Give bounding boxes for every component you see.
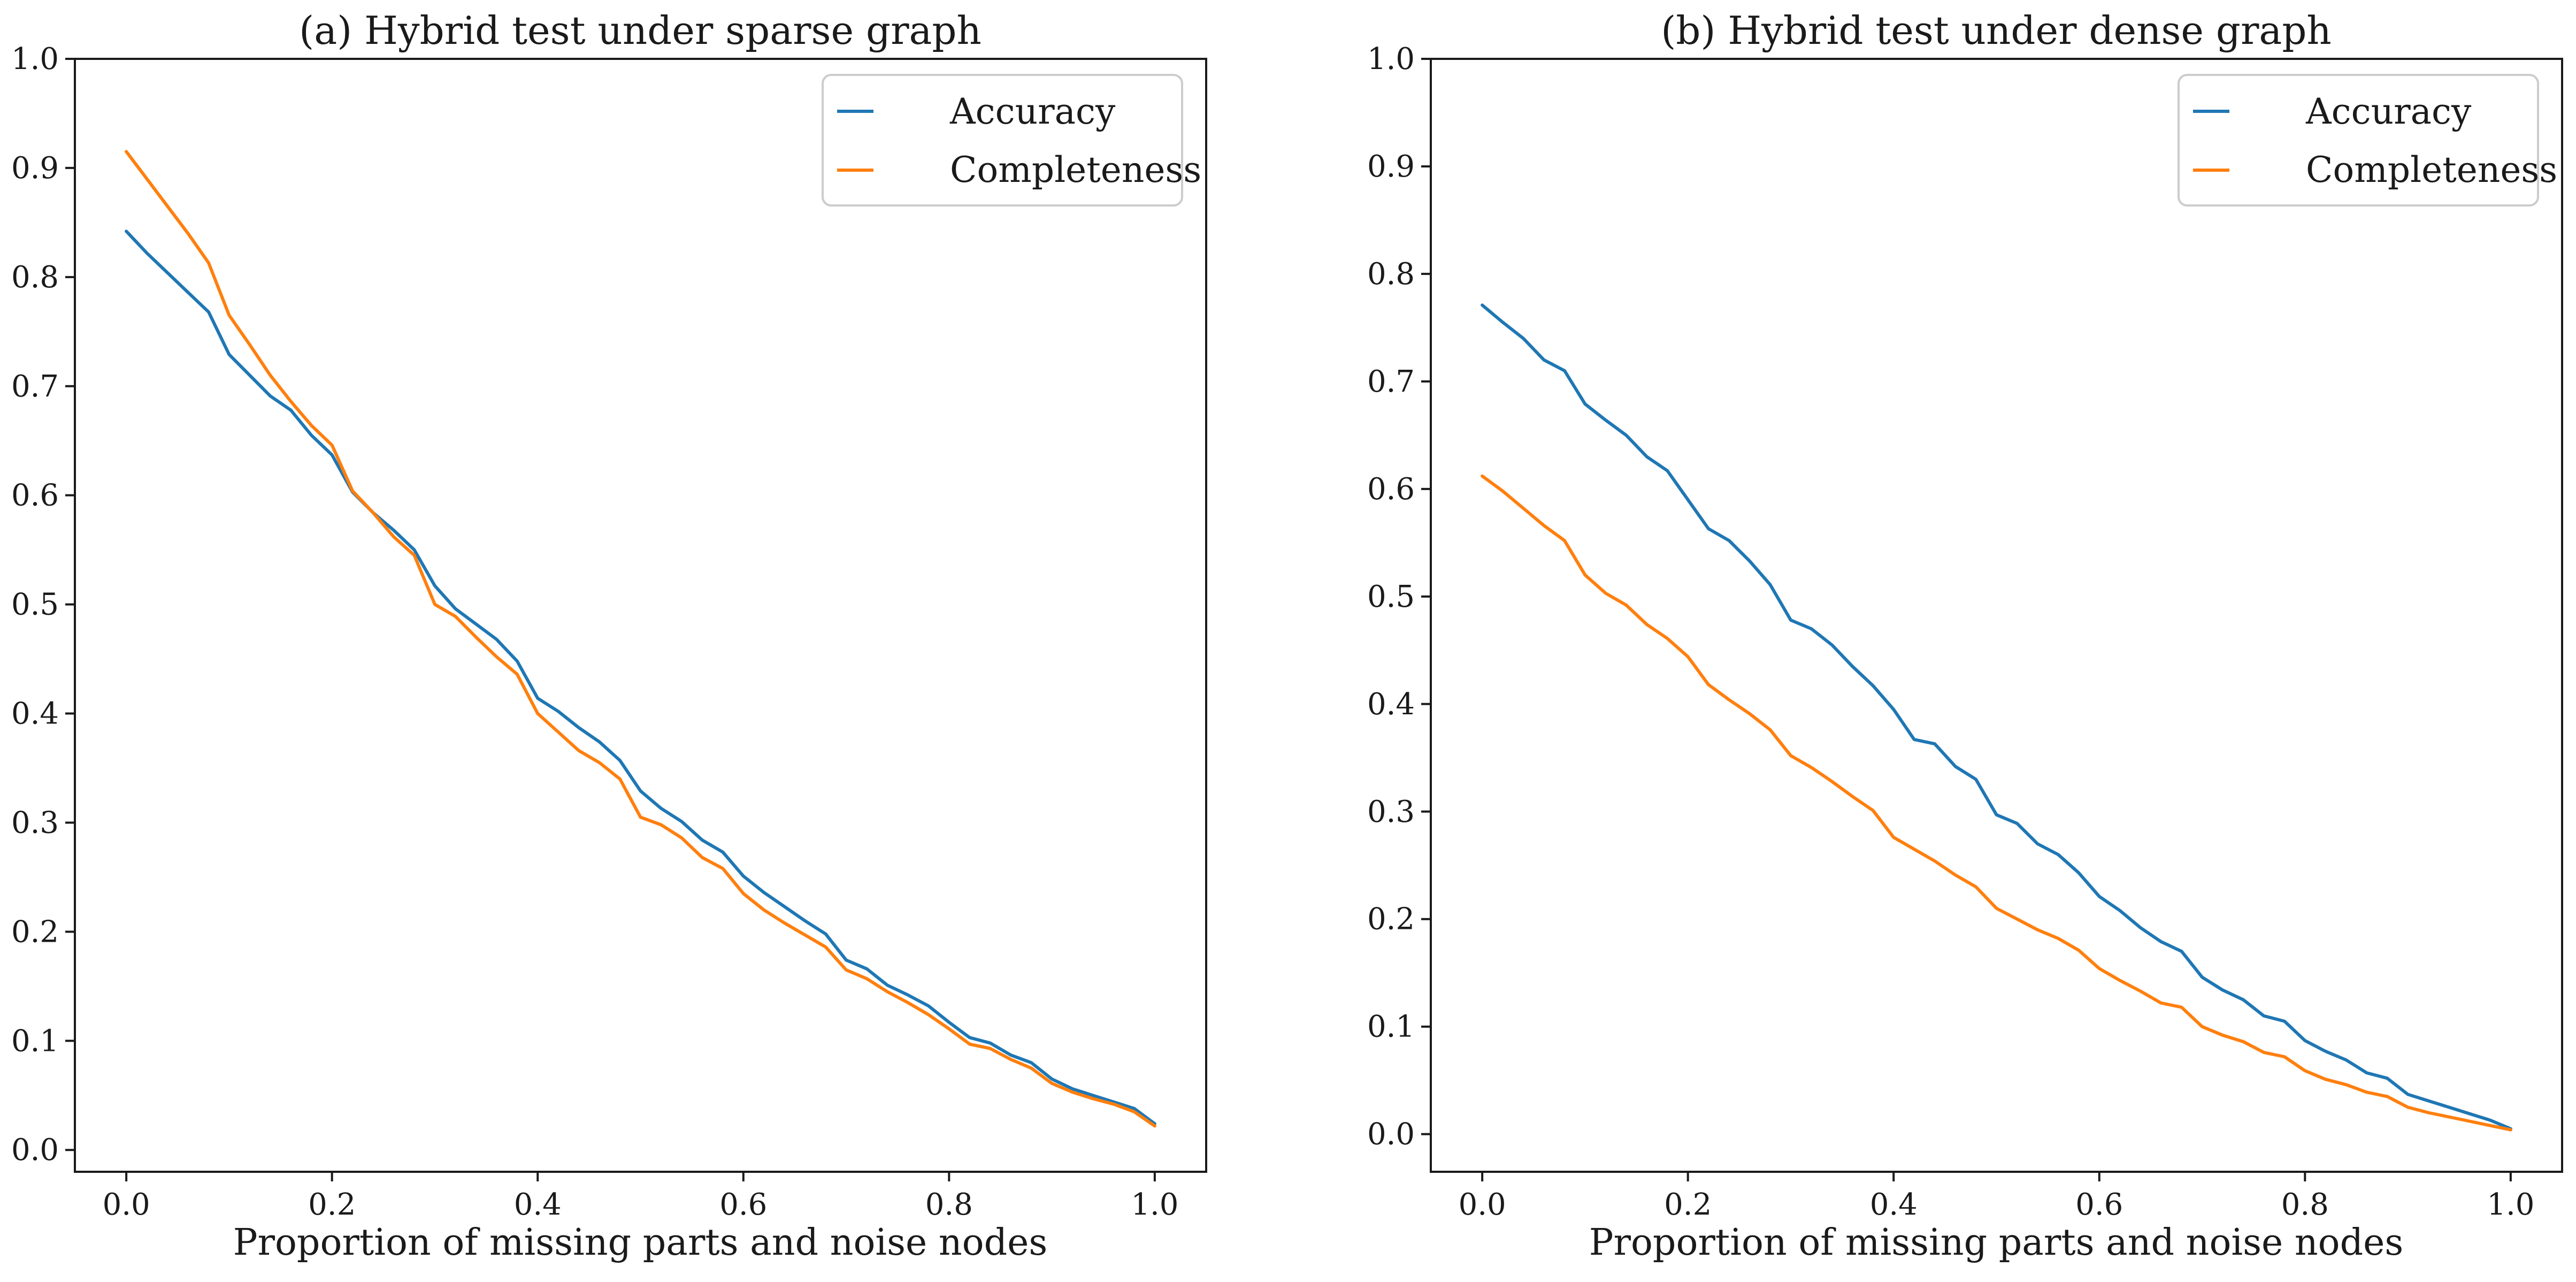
x-axis: 0.0 0.2 0.4 0.6 0.8 1.0	[1459, 1172, 2534, 1222]
x-axis: 0.0 0.2 0.4 0.6 0.8 1.0	[103, 1172, 1178, 1222]
x-tick-label: 1.0	[1131, 1187, 1178, 1222]
y-axis: 0.0 0.1 0.2 0.3 0.4 0.5 0.6 0.7 0.8 0.9 1.0	[11, 42, 75, 1167]
y-tick-label: 0.2	[11, 914, 59, 949]
x-tick-label: 0.2	[308, 1187, 356, 1222]
y-tick-label: 0.9	[11, 151, 59, 186]
legend: Accuracy Completeness	[822, 74, 1201, 207]
y-tick-label: 0.6	[11, 478, 59, 513]
legend-box	[2178, 74, 2539, 207]
y-tick-label: 0.0	[11, 1133, 59, 1167]
chart-dense-graph: 0.0 0.1 0.2 0.3 0.4 0.5 0.6 0.7 0.8 0.9 1.0 0.0 0.2…	[1367, 8, 2563, 1264]
series-line-accuracy	[1481, 303, 2512, 1131]
legend-label-accuracy: Accuracy	[2305, 91, 2472, 132]
chart-sparse-graph: 0.0 0.1 0.2 0.3 0.4 0.5 0.6 0.7 0.8 0.9 1.0 0.0 0.2…	[11, 8, 1207, 1264]
y-tick-label: 0.0	[1367, 1117, 1415, 1152]
y-tick-label: 0.3	[11, 805, 59, 840]
x-tick-label: 0.4	[1870, 1187, 1918, 1222]
series-line-accuracy	[125, 230, 1156, 1126]
series-line-completeness	[1481, 474, 2512, 1132]
y-tick-label: 0.5	[1367, 579, 1415, 614]
x-tick-label: 0.8	[925, 1187, 973, 1222]
plot-frame	[1430, 58, 2563, 1173]
plot-frame	[74, 58, 1207, 1173]
x-axis-label: Proportion of missing parts and noise no…	[1589, 1222, 2404, 1264]
y-tick-label: 0.4	[11, 697, 59, 731]
legend-box	[822, 74, 1183, 207]
y-tick-label: 1.0	[1367, 42, 1415, 77]
y-tick-label: 0.8	[11, 260, 59, 295]
y-tick-label: 0.5	[11, 587, 59, 622]
x-tick-label: 0.4	[514, 1187, 562, 1222]
y-tick-label: 0.9	[1367, 149, 1415, 184]
y-tick-label: 0.7	[11, 369, 59, 404]
x-axis-label: Proportion of missing parts and noise no…	[233, 1222, 1048, 1264]
legend-label-completeness: Completeness	[950, 149, 1201, 190]
legend-label-completeness: Completeness	[2306, 149, 2557, 190]
y-tick-label: 0.7	[1367, 364, 1415, 399]
y-tick-label: 0.3	[1367, 795, 1415, 829]
y-tick-label: 0.6	[1367, 472, 1415, 507]
y-tick-label: 0.4	[1367, 687, 1415, 722]
series-line-completeness	[125, 150, 1156, 1128]
y-tick-label: 0.1	[11, 1024, 59, 1058]
series-group	[125, 150, 1156, 1128]
series-group	[1481, 303, 2512, 1132]
chart-title: (a) Hybrid test under sparse graph	[299, 8, 982, 53]
y-tick-label: 0.2	[1367, 902, 1415, 937]
legend: Accuracy Completeness	[2178, 74, 2557, 207]
x-tick-label: 0.6	[719, 1187, 767, 1222]
legend-label-accuracy: Accuracy	[949, 91, 1116, 132]
y-tick-label: 0.1	[1367, 1010, 1415, 1044]
x-tick-label: 0.0	[1459, 1187, 1506, 1222]
y-tick-label: 0.8	[1367, 257, 1415, 292]
x-tick-label: 0.6	[2075, 1187, 2123, 1222]
x-tick-label: 0.0	[103, 1187, 150, 1222]
chart-title: (b) Hybrid test under dense graph	[1661, 8, 2332, 53]
y-tick-label: 1.0	[11, 42, 59, 77]
y-axis: 0.0 0.1 0.2 0.3 0.4 0.5 0.6 0.7 0.8 0.9 1.0	[1367, 42, 1431, 1152]
x-tick-label: 0.8	[2281, 1187, 2329, 1222]
x-tick-label: 0.2	[1664, 1187, 1712, 1222]
x-tick-label: 1.0	[2487, 1187, 2534, 1222]
